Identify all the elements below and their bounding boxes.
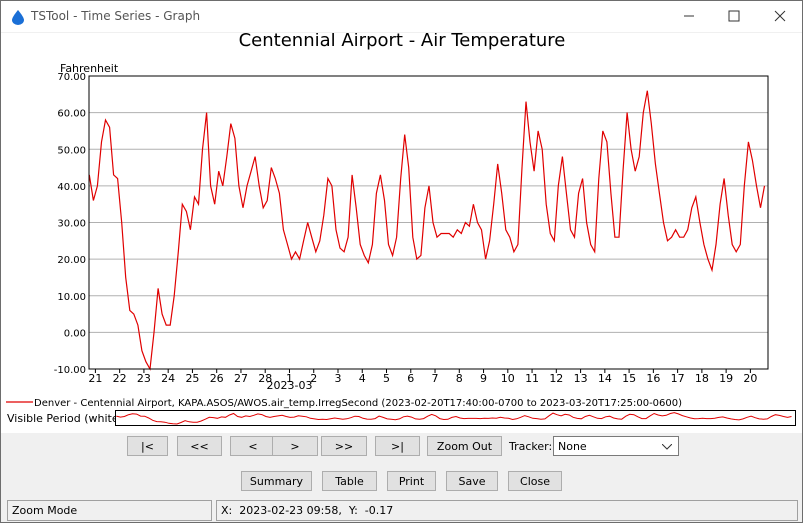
overview-strip[interactable] [115,410,797,427]
action-button[interactable]: Print [387,471,436,491]
x-tick-label: 10 [501,372,515,385]
x-tick-label: 18 [695,372,709,385]
action-button[interactable]: Table [322,471,377,491]
chart-background [1,33,802,433]
x-tick-label: 14 [598,372,612,385]
chart: Centennial Airport - Air Temperature Fah… [1,33,802,433]
zoom-out-button[interactable]: Zoom Out [427,436,502,456]
x-tick-label: 13 [574,372,588,385]
plot-frame [88,75,769,370]
y-tick-label: 60.00 [57,109,86,120]
tracker-value: None [558,439,587,453]
title-bar: TSTool - Time Series - Graph [1,1,802,32]
x-tick-label: 5 [383,372,390,385]
y-tick-label: -10.00 [54,365,86,376]
x-tick-label: 2 [310,372,317,385]
x-tick-label: 6 [407,372,414,385]
status-position: X: 2023-02-23 09:58, Y: -0.17 [216,500,798,521]
x-tick-label: 26 [210,372,224,385]
y-tick-label: 70.00 [57,72,86,83]
y-tick-label: 30.00 [57,219,86,230]
nav-button[interactable]: < [230,436,276,456]
status-mode: Zoom Mode [7,500,212,521]
y-tick-label: 10.00 [57,292,86,303]
x-tick-label: 22 [113,372,127,385]
nav-button[interactable]: |< [127,436,168,456]
x-tick-label: 8 [456,372,463,385]
x-tick-label: 4 [359,372,366,385]
x-period-label: 2023-03 [266,379,312,392]
x-tick-label: 11 [525,372,539,385]
app-icon [12,10,24,25]
x-tick-label: 12 [549,372,563,385]
x-tick-label: 27 [234,372,248,385]
x-tick-label: 25 [185,372,199,385]
x-tick-label: 17 [671,372,685,385]
maximize-button[interactable] [728,10,740,22]
x-tick-label: 23 [137,372,151,385]
x-tick-label: 1 [286,372,293,385]
overview-line [116,412,792,425]
nav-button[interactable]: << [177,436,222,456]
x-tick-label: 9 [480,372,487,385]
overview-frame [115,410,796,426]
legend-label: Denver - Centennial Airport, KAPA.ASOS/A… [34,398,682,409]
nav-button[interactable]: >> [321,436,367,456]
window-controls [684,10,786,22]
series-line [88,90,766,371]
tracker-select[interactable]: None [553,436,679,456]
y-tick-label: 50.00 [57,145,86,156]
tracker-label: Tracker: [509,440,553,453]
x-tick-label: 15 [622,372,636,385]
action-button[interactable]: Close [508,471,562,491]
action-button[interactable]: Save [446,471,498,491]
action-button[interactable]: Summary [241,471,312,491]
x-tick-label: 21 [88,372,102,385]
x-tick-label: 3 [334,372,341,385]
close-window-button[interactable] [774,10,786,22]
window-title: TSTool - Time Series - Graph [31,9,201,23]
y-tick-label: 40.00 [57,182,86,193]
chart-title: Centennial Airport - Air Temperature [239,33,566,51]
x-tick-label: 20 [743,372,757,385]
dropdown-arrow [662,444,672,450]
overview-label: Visible Period (white): [7,412,127,425]
y-tick-label: 0.00 [64,328,86,339]
nav-button[interactable]: >| [375,436,420,456]
x-tick-label: 28 [258,372,272,385]
x-tick-label: 16 [646,372,660,385]
x-tick-label: 24 [161,372,175,385]
nav-button[interactable]: > [272,436,318,456]
x-tick-label: 19 [719,372,733,385]
y-axis-label: Fahrenheit [60,62,119,75]
x-tick-label: 7 [432,372,439,385]
y-tick-label: 20.00 [57,255,86,266]
